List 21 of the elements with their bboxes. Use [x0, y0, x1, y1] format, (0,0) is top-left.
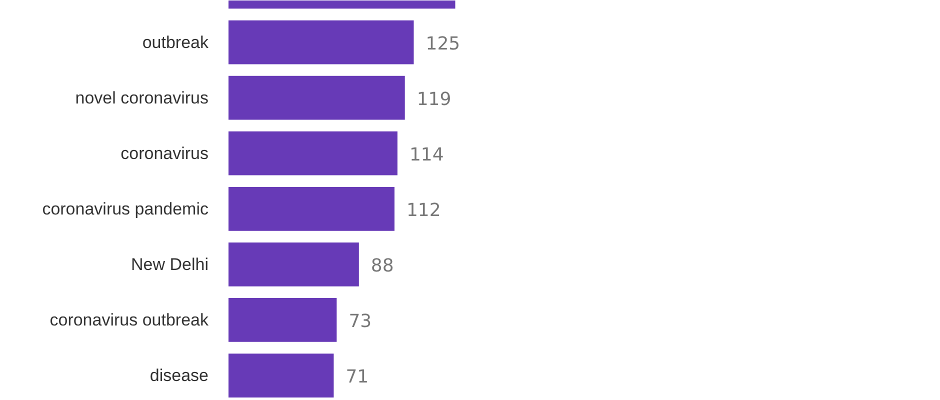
y-tick-label: outbreak — [142, 32, 209, 52]
bar — [228, 354, 334, 398]
y-tick-label: coronavirus — [120, 144, 209, 163]
bar — [228, 131, 398, 176]
bar — [228, 242, 359, 286]
bar — [228, 298, 337, 342]
bar — [228, 186, 394, 231]
data-label: 73 — [348, 310, 372, 332]
y-tick-label: disease — [150, 366, 209, 386]
y-tick-label: coronavirus outbreak — [50, 310, 209, 330]
y-tick-label: New Delhi — [131, 254, 209, 274]
y-tick-label: coronavirus pandemic — [42, 199, 209, 218]
data-label: 125 — [426, 33, 460, 54]
data-label: 119 — [416, 88, 452, 110]
data-label: 112 — [406, 200, 441, 221]
bar — [228, 20, 414, 64]
data-label: 88 — [370, 255, 394, 276]
bar — [228, 76, 405, 120]
y-tick-label: novel coronavirus — [75, 88, 209, 108]
data-label: 114 — [409, 144, 444, 166]
data-label: 71 — [346, 366, 369, 388]
